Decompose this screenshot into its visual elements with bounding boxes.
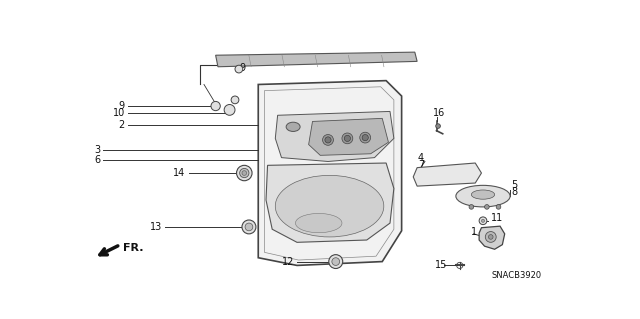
Text: 10: 10: [113, 108, 125, 118]
Circle shape: [485, 232, 496, 242]
Circle shape: [488, 235, 493, 239]
Text: 3: 3: [94, 145, 100, 155]
Circle shape: [245, 223, 253, 231]
Circle shape: [496, 204, 501, 209]
Circle shape: [242, 220, 256, 234]
Circle shape: [323, 135, 333, 145]
Circle shape: [344, 135, 351, 141]
Ellipse shape: [472, 190, 495, 199]
Text: 16: 16: [433, 108, 445, 118]
Text: SNACB3920: SNACB3920: [491, 271, 541, 280]
Circle shape: [235, 65, 243, 73]
Text: 9: 9: [119, 101, 125, 111]
Text: 14: 14: [173, 168, 186, 178]
Text: 5: 5: [511, 180, 517, 189]
Circle shape: [484, 204, 489, 209]
Circle shape: [479, 217, 487, 225]
Circle shape: [362, 135, 368, 141]
Circle shape: [239, 168, 249, 178]
Text: 15: 15: [435, 260, 447, 271]
Polygon shape: [266, 163, 394, 242]
Text: 9: 9: [239, 63, 245, 72]
Circle shape: [469, 204, 474, 209]
Text: 7: 7: [418, 160, 424, 170]
Circle shape: [342, 133, 353, 144]
Circle shape: [332, 258, 340, 265]
Text: 8: 8: [511, 187, 517, 197]
Circle shape: [329, 255, 343, 269]
Ellipse shape: [456, 185, 510, 207]
Circle shape: [436, 124, 440, 128]
Polygon shape: [275, 111, 394, 161]
Circle shape: [325, 137, 331, 143]
Polygon shape: [259, 81, 402, 265]
Circle shape: [360, 132, 371, 143]
Polygon shape: [216, 52, 417, 67]
Text: 1: 1: [472, 227, 477, 237]
Circle shape: [211, 101, 220, 111]
Circle shape: [237, 165, 252, 181]
Ellipse shape: [275, 175, 384, 237]
Ellipse shape: [286, 122, 300, 131]
Text: FR.: FR.: [123, 243, 143, 253]
Circle shape: [231, 96, 239, 104]
Text: 13: 13: [150, 222, 162, 232]
Text: 4: 4: [418, 152, 424, 163]
Circle shape: [242, 171, 246, 175]
Polygon shape: [308, 118, 388, 155]
Polygon shape: [479, 226, 505, 249]
Text: 11: 11: [491, 213, 503, 224]
Ellipse shape: [296, 213, 342, 233]
Polygon shape: [413, 163, 481, 186]
Text: 6: 6: [94, 155, 100, 165]
Text: 2: 2: [118, 120, 125, 130]
Circle shape: [224, 105, 235, 115]
Text: 12: 12: [282, 256, 294, 267]
Circle shape: [481, 219, 484, 222]
